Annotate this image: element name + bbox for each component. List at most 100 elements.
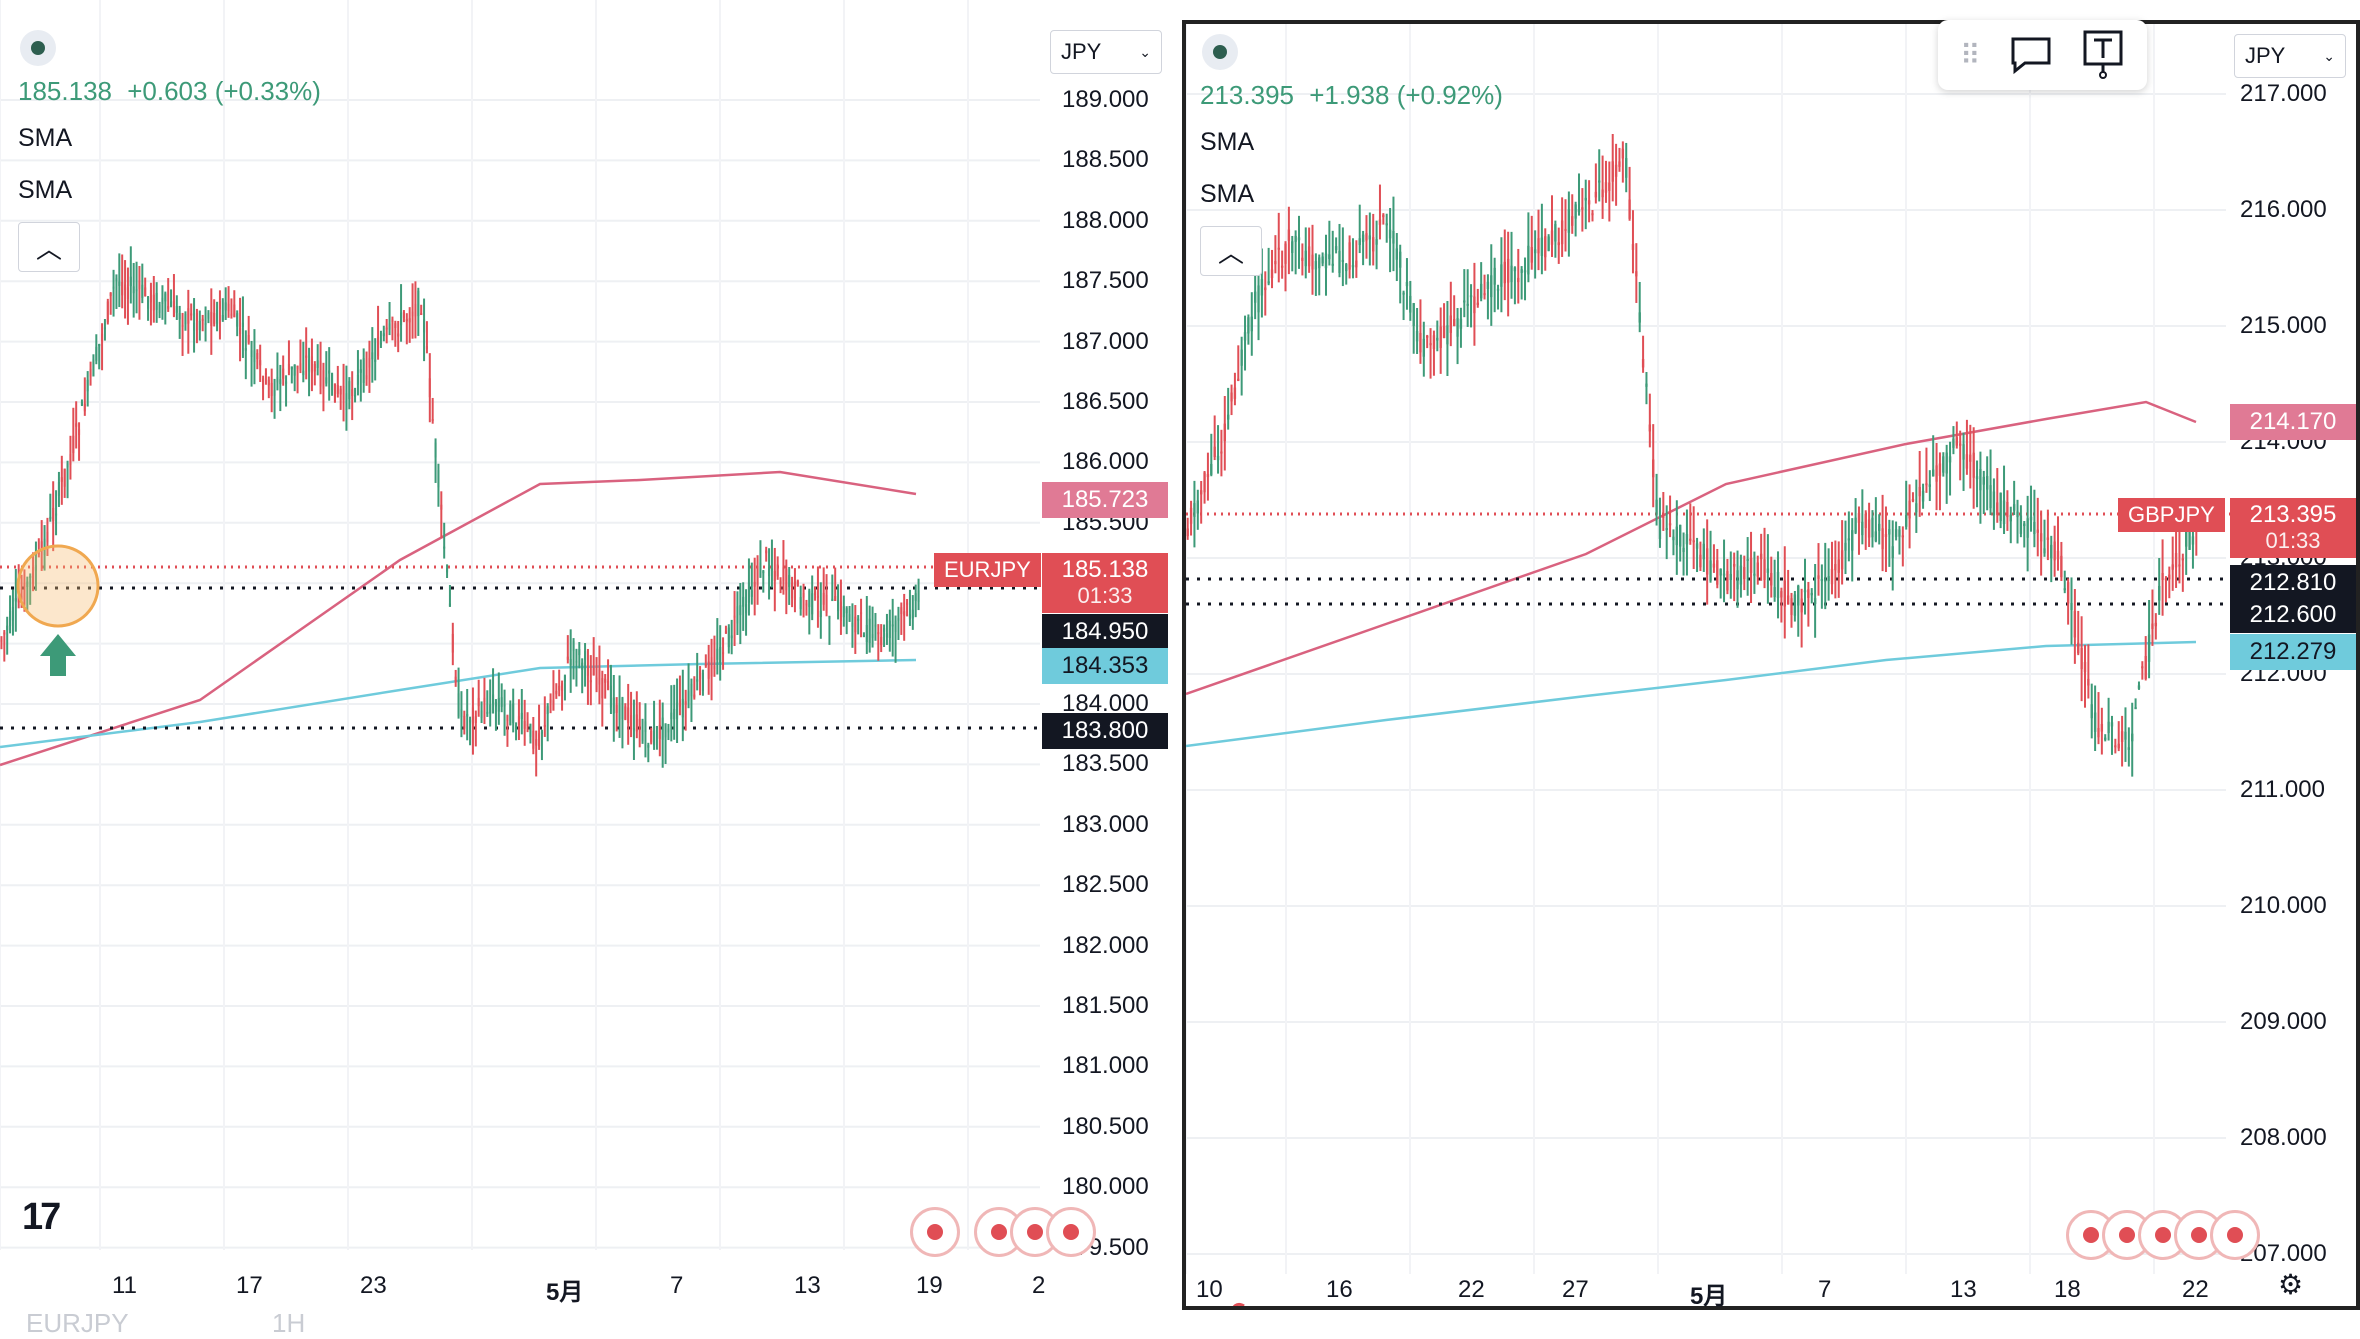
candle-body <box>1797 585 1800 606</box>
candle-body <box>681 698 684 718</box>
candle-body <box>411 311 414 317</box>
candle-body <box>1874 531 1878 542</box>
left-events-row[interactable] <box>910 1207 1096 1257</box>
candle-body <box>773 570 776 581</box>
candle-body <box>526 723 529 726</box>
candle-body <box>118 281 121 286</box>
candle-body <box>2191 536 2195 545</box>
candle-body <box>1351 265 1355 268</box>
y-tick-label: 215.000 <box>2240 312 2327 339</box>
candle-body <box>282 368 285 379</box>
candle-body <box>2168 574 2171 580</box>
y-tick-label: 210.000 <box>2240 892 2327 919</box>
candle-body <box>814 591 817 596</box>
left-chart-canvas[interactable] <box>0 0 1180 1329</box>
candle-body <box>1544 236 1547 258</box>
candle-body <box>1729 573 1732 581</box>
candle-body <box>331 373 334 391</box>
candle-body <box>1257 285 1260 313</box>
candle-body <box>1540 237 1544 256</box>
candle-body <box>2124 731 2127 740</box>
candle-body <box>489 704 492 714</box>
right-chart-canvas[interactable] <box>1186 24 2356 1306</box>
x-tick-label: 27 <box>1562 1276 1589 1303</box>
candle-body <box>322 370 325 389</box>
candle-body <box>584 651 587 660</box>
candle-body <box>1230 392 1233 402</box>
left-indicator-1[interactable]: SMA <box>18 124 73 152</box>
candle-body <box>2137 685 2141 689</box>
right-indicator-2[interactable]: SMA <box>1200 180 1255 208</box>
candle-body <box>302 370 305 376</box>
candle-body <box>158 304 161 314</box>
right-currency-select[interactable]: JPY ⌄ <box>2234 34 2346 78</box>
candle-body <box>871 634 874 638</box>
candle-body <box>1982 476 1985 485</box>
text-tool-icon[interactable] <box>2081 30 2125 80</box>
candle-body <box>851 622 854 627</box>
candle-body <box>914 593 917 601</box>
collapse-legend-button[interactable]: ︿ <box>18 222 80 272</box>
left-sma-short-label: 184.353 <box>1042 648 1168 684</box>
right-events-row[interactable] <box>2066 1210 2260 1260</box>
right-chart-pane[interactable]: 213.395 +1.938 (+0.92%) SMA SMA ︿ ⠿ JPY … <box>1182 20 2360 1310</box>
candle-body <box>1648 424 1652 432</box>
settings-gear-icon[interactable]: ⚙ <box>2278 1269 2304 1300</box>
comment-icon[interactable] <box>2009 35 2053 75</box>
candle-body <box>124 284 127 290</box>
candle-body <box>259 360 262 366</box>
candle-body <box>474 716 477 723</box>
candle-body <box>1864 513 1867 529</box>
candle-body <box>1847 538 1851 541</box>
candle-body <box>397 333 400 337</box>
candle-body <box>201 318 204 321</box>
candle-body <box>1291 241 1294 253</box>
candle-body <box>874 624 877 627</box>
candle-body <box>575 660 578 663</box>
candle-body <box>2080 648 2083 670</box>
candle-body <box>356 374 359 385</box>
candle-body <box>1506 258 1510 283</box>
candle-body <box>1598 180 1601 183</box>
drag-handle-icon[interactable]: ⠿ <box>1960 39 1981 71</box>
candle-body <box>831 598 834 601</box>
candle-body <box>1372 237 1375 252</box>
left-indicator-2[interactable]: SMA <box>18 176 73 204</box>
candle-body <box>678 700 681 707</box>
collapse-legend-button[interactable]: ︿ <box>1200 226 1262 276</box>
candle-body <box>2131 733 2134 742</box>
candle-body <box>604 678 607 683</box>
candle-body <box>391 319 394 322</box>
candle-body <box>517 716 520 725</box>
left-chart-pane[interactable]: 185.138 +0.603 (+0.33%) SMA SMA ︿ JPY ⌄ … <box>0 0 1180 1338</box>
candle-body <box>1253 291 1257 303</box>
left-currency-select[interactable]: JPY ⌄ <box>1050 30 1162 74</box>
candle-body <box>661 717 664 740</box>
candle-body <box>374 359 377 362</box>
event-flag-icon[interactable] <box>1046 1207 1096 1257</box>
candle-body <box>1240 349 1243 366</box>
candle-body <box>316 360 319 368</box>
candle-body <box>693 694 696 698</box>
candle-body <box>1199 490 1203 495</box>
candle-body <box>736 606 739 624</box>
right-last-price: 213.395 <box>1200 80 1294 110</box>
candle-body <box>1348 242 1351 270</box>
candle-body <box>434 442 437 458</box>
candle-body <box>2023 523 2026 527</box>
candle-body <box>2009 514 2012 522</box>
floating-toolbar[interactable]: ⠿ <box>1938 20 2147 90</box>
right-indicator-1[interactable]: SMA <box>1200 128 1255 156</box>
candle-body <box>707 661 710 679</box>
left-sma-long-label: 185.723 <box>1042 482 1168 518</box>
event-flag-icon[interactable] <box>910 1207 960 1257</box>
candle-body <box>141 284 144 298</box>
candle-body <box>1625 158 1628 178</box>
candle-body <box>1746 558 1749 561</box>
candle-body <box>1473 296 1476 314</box>
event-flag-icon[interactable] <box>2210 1210 2260 1260</box>
candle-body <box>650 730 653 743</box>
candle-body <box>880 636 883 646</box>
candle-body <box>808 590 811 608</box>
candle-body <box>2039 533 2043 542</box>
